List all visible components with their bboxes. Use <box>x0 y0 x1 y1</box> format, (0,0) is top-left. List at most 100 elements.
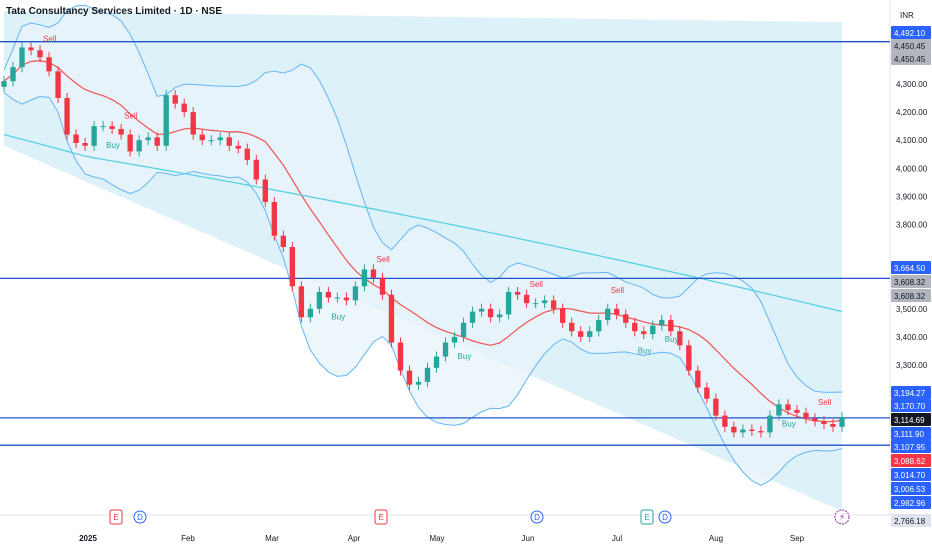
candle-body <box>677 331 683 346</box>
signal-buy: Buy <box>331 313 345 322</box>
candle-body <box>713 398 719 416</box>
candle-body <box>118 128 124 135</box>
x-tick-label: Jul <box>612 534 622 543</box>
y-tick-label: 4,300.00 <box>896 80 928 89</box>
price-tag: 2,766.18 <box>891 514 931 527</box>
signal-sell: Sell <box>43 34 57 43</box>
candle-body <box>46 57 52 72</box>
earnings-label: E <box>378 513 383 522</box>
price-tag-text: 3,608.32 <box>894 278 926 287</box>
price-tag-bg <box>891 514 931 527</box>
price-tag: 3,170.70 <box>891 399 931 412</box>
earnings-icon <box>640 509 654 525</box>
price-tag-text: 3,107.95 <box>894 443 926 452</box>
earnings-label: E <box>644 513 649 522</box>
earnings-label: E <box>113 513 118 522</box>
candle-body <box>785 404 791 410</box>
candle-body <box>451 336 458 343</box>
candle-body <box>686 345 692 371</box>
price-tag-bg <box>891 399 931 412</box>
price-tag-bg <box>891 454 931 467</box>
candle-body <box>352 286 359 301</box>
y-tick-label: 4,100.00 <box>896 136 928 145</box>
price-tag: 3,014.70 <box>891 468 931 481</box>
candle-body <box>632 322 638 332</box>
x-tick-label: Sep <box>790 534 805 543</box>
candle-body <box>298 286 305 318</box>
bollinger-band-fill <box>4 5 842 486</box>
candle-body <box>172 95 178 104</box>
candle-body <box>325 291 332 298</box>
x-tick-label: Feb <box>181 534 195 543</box>
candle-body <box>496 314 503 318</box>
candle-body <box>379 277 386 295</box>
price-tag-bg <box>891 440 931 453</box>
y-tick-label: 4,000.00 <box>896 164 928 173</box>
signal-sell: Sell <box>376 255 390 264</box>
price-tag-text: 3,014.70 <box>894 471 926 480</box>
signal-buy: Buy <box>458 352 472 361</box>
price-tag: 4,450.45 <box>891 52 931 65</box>
candle-body <box>343 297 350 301</box>
x-tick-label: Aug <box>709 534 723 543</box>
candle-body <box>803 412 809 419</box>
candle-body <box>10 67 16 82</box>
candle-body <box>541 300 548 304</box>
candle-body <box>469 311 476 323</box>
candle-body <box>406 370 413 385</box>
candle-body <box>280 235 287 247</box>
candle-body <box>668 320 674 332</box>
candle-body <box>370 269 377 278</box>
x-tick-label: Apr <box>348 534 361 543</box>
candle-body <box>514 291 521 295</box>
x-tick-label: Mar <box>265 534 279 543</box>
lightning-icon <box>834 509 850 525</box>
candle-body <box>127 134 133 152</box>
price-tag-text: 4,450.45 <box>894 55 926 64</box>
earnings-icon <box>374 509 388 525</box>
candle-body <box>28 47 34 51</box>
earnings-icon <box>109 509 123 525</box>
candle-body <box>82 142 88 146</box>
price-tag: 3,664.50 <box>891 261 931 274</box>
price-tag-bg <box>891 52 931 65</box>
x-tick-label: 2025 <box>79 534 97 543</box>
price-tag: 3,088.62 <box>891 454 931 467</box>
candle-body <box>397 342 404 371</box>
candle-body <box>424 367 431 382</box>
candle-body <box>523 294 530 304</box>
candle-body <box>271 202 277 236</box>
candle-body <box>794 409 800 413</box>
candle-body <box>559 308 566 323</box>
candle-body <box>532 303 539 305</box>
y-tick-label: 3,900.00 <box>896 192 928 201</box>
signal-sell: Sell <box>124 112 138 121</box>
signal-sell: Sell <box>530 280 544 289</box>
candle-body <box>767 415 773 433</box>
candle-body <box>19 47 25 68</box>
candle-body <box>487 308 494 318</box>
candle-body <box>64 98 70 135</box>
candle-body <box>199 134 205 141</box>
price-tag: 3,194.27 <box>891 386 931 399</box>
candle-body <box>145 137 151 141</box>
signal-sell: Sell <box>818 398 832 407</box>
candle-body <box>415 381 422 385</box>
candle-body <box>109 126 115 129</box>
candle-body <box>244 148 250 160</box>
signal-buy: Buy <box>665 335 679 344</box>
signal-buy: Buy <box>638 346 652 355</box>
price-tag: 3,107.95 <box>891 440 931 453</box>
y-tick-label: 3,400.00 <box>896 333 928 342</box>
candle-body <box>289 246 296 287</box>
signal-sell: Sell <box>611 286 625 295</box>
candle-body <box>388 294 395 343</box>
candle-body <box>253 159 259 180</box>
candle-body <box>821 421 827 425</box>
candle-body <box>154 137 160 146</box>
price-tag: 3,006.53 <box>891 482 931 495</box>
candle-body <box>830 424 836 427</box>
price-tag: 3,608.32 <box>891 275 931 288</box>
